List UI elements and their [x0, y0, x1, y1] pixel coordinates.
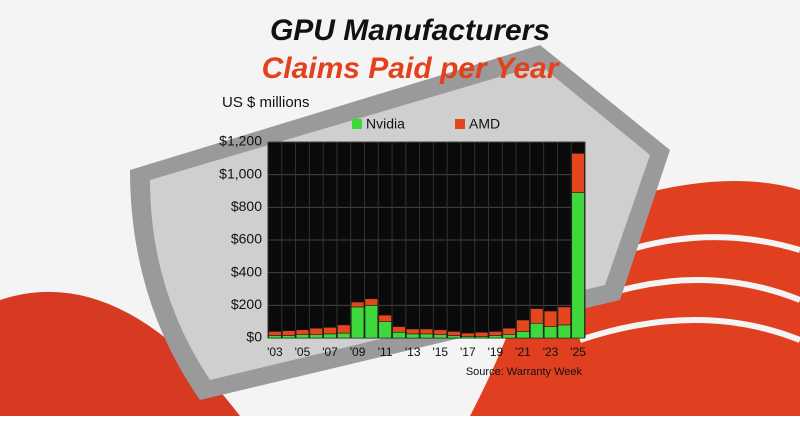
bar-segment	[323, 327, 337, 335]
bar-segment	[447, 335, 461, 339]
x-tick-label: '03	[267, 345, 283, 359]
bar-segment	[323, 333, 337, 339]
y-tick-label: $600	[231, 231, 262, 247]
x-tick-label: '21	[515, 345, 531, 359]
bar-segment	[475, 332, 489, 337]
bar-segment	[433, 334, 447, 339]
x-tick-label: '11	[378, 345, 393, 359]
bar-segment	[516, 331, 530, 339]
y-tick-label: $1,000	[219, 165, 262, 181]
bar-segment	[419, 328, 434, 335]
bar-segment	[543, 310, 558, 327]
y-tick-label: $0	[246, 329, 262, 345]
bar-segment	[350, 301, 365, 308]
bar-segment	[571, 153, 585, 193]
chart-title: GPU Manufacturers	[270, 14, 550, 47]
y-tick-label: $1,200	[219, 133, 262, 149]
x-tick-label: '05	[295, 345, 311, 359]
y-axis-label: US $ millions	[222, 94, 310, 111]
x-tick-label: '25	[570, 345, 586, 359]
bar-segment	[488, 335, 503, 339]
x-tick-label: '07	[322, 345, 338, 359]
bar-segment	[433, 329, 447, 335]
bar-segment	[295, 334, 310, 339]
x-tick-label: '15	[432, 345, 448, 359]
bar-segment	[419, 333, 434, 339]
bar-segment	[350, 306, 365, 339]
bar-segment	[378, 321, 392, 339]
bar-segment	[378, 314, 392, 322]
bar-segment	[282, 330, 296, 336]
bar-segment	[392, 326, 406, 333]
bar-segment	[406, 328, 420, 335]
bar-segment	[268, 331, 282, 336]
bar-segment	[309, 334, 323, 339]
bar-segment	[557, 324, 571, 339]
bar-segment	[461, 332, 475, 337]
bar-segment	[488, 331, 503, 336]
x-tick-label: '19	[488, 345, 504, 359]
legend-label: AMD	[469, 116, 500, 132]
bar-segment	[309, 327, 323, 335]
bar-segment	[364, 305, 378, 339]
bar-segment	[530, 308, 544, 324]
legend-swatch	[455, 119, 465, 129]
bar-segment	[364, 298, 378, 306]
bar-segment	[543, 326, 558, 339]
bar-segment	[268, 335, 282, 339]
bar-segment	[502, 327, 516, 335]
bar-segment	[557, 306, 571, 326]
x-tick-label: '13	[405, 345, 421, 359]
bar-segment	[571, 192, 585, 339]
bar-segment	[337, 324, 351, 334]
bar-segment	[295, 329, 310, 335]
bar-segment	[502, 334, 516, 339]
bar-segment	[337, 332, 351, 339]
y-tick-label: $400	[231, 263, 262, 279]
x-tick-label: '23	[543, 345, 559, 359]
bar-segment	[516, 319, 530, 332]
x-tick-label: '09	[350, 345, 366, 359]
chart-subtitle: Claims Paid per Year	[262, 52, 561, 85]
y-tick-label: $200	[231, 296, 262, 312]
bar-segment	[530, 323, 544, 339]
bar-segment	[392, 332, 406, 339]
legend-label: Nvidia	[366, 116, 405, 132]
x-tick-label: '17	[460, 345, 476, 359]
y-tick-label: $800	[231, 198, 262, 214]
legend-swatch	[352, 119, 362, 129]
bar-segment	[282, 335, 296, 339]
bar-segment	[406, 333, 420, 339]
source: Source: Warranty Week	[466, 366, 583, 378]
bar-segment	[447, 331, 461, 336]
